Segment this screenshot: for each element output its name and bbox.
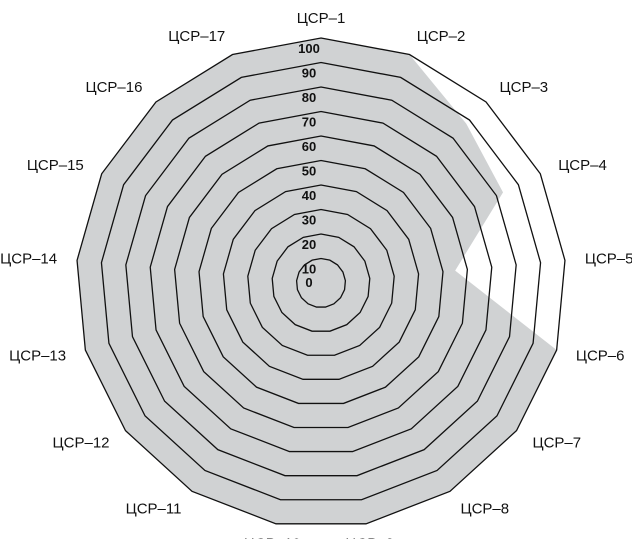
category-label: ЦСР–13	[9, 348, 66, 365]
tick-label: 30	[302, 213, 316, 228]
category-label: ЦСР–11	[126, 500, 182, 517]
radial-tick-labels: 010 20 30 40 50 60 70 80 90 100	[298, 41, 320, 290]
category-label: ЦСР–14	[0, 251, 57, 268]
grid-ring	[100, 61, 542, 501]
category-labels: ЦСР–1 ЦСР–2 ЦСР–3 ЦСР–4 ЦСР–5 ЦСР–6 ЦСР–7 ЦСР–8…	[0, 10, 632, 539]
category-label: ЦСР–15	[27, 157, 84, 174]
tick-label: 80	[302, 90, 316, 105]
tick-label: 10	[302, 262, 316, 277]
tick-label: 60	[302, 139, 316, 154]
category-label: ЦСР–6	[576, 348, 625, 365]
category-label: ЦСР–17	[168, 28, 225, 45]
category-label: ЦСР–7	[532, 435, 581, 452]
grid-rings	[76, 37, 566, 525]
category-label: ЦСР–2	[417, 28, 466, 45]
grid-ring	[125, 86, 517, 477]
tick-label: 40	[302, 188, 316, 203]
grid-ring	[149, 110, 493, 453]
category-label: ЦСР–4	[558, 157, 607, 174]
category-label: ЦСР–12	[53, 435, 110, 452]
tick-label: 100	[298, 41, 320, 56]
category-label: ЦСР–3	[500, 79, 549, 96]
category-label: ЦСР–8	[461, 500, 510, 517]
grid-ring	[247, 208, 395, 356]
series-area	[77, 38, 557, 524]
category-label: ЦСР–10	[244, 535, 301, 539]
grid-ring	[271, 233, 371, 332]
category-label: ЦСР–9	[345, 535, 394, 539]
grid-ring	[295, 257, 347, 308]
category-label: ЦСР–16	[86, 79, 143, 96]
tick-label: 70	[302, 115, 316, 130]
category-label: ЦСР–1	[297, 10, 346, 27]
grid-ring	[222, 184, 420, 380]
category-label: ЦСР–5	[585, 251, 632, 268]
tick-label: 90	[302, 66, 316, 81]
grid-ring	[173, 135, 469, 429]
tick-label: 50	[302, 164, 316, 179]
grid-ring	[198, 159, 444, 405]
tick-label: 0	[305, 275, 312, 290]
tick-label: 20	[302, 237, 316, 252]
series-area-layer	[77, 38, 557, 524]
grid-ring	[76, 37, 566, 525]
